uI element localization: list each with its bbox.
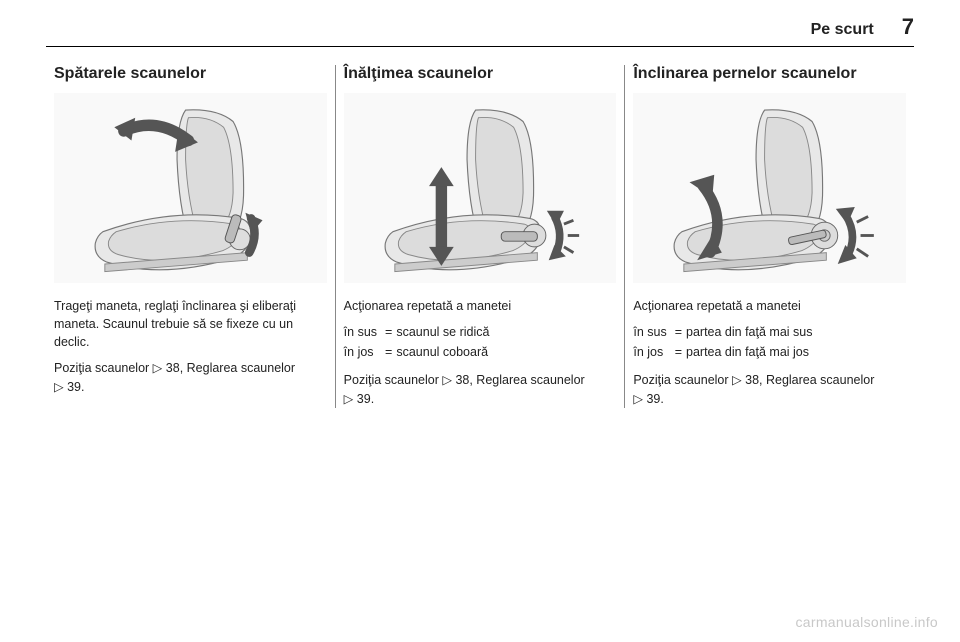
col2-paragraph: Acţionarea repetată a manetei xyxy=(344,297,617,315)
ref-page: 39 xyxy=(67,380,81,394)
ref-arrow-icon: ▷ xyxy=(633,391,643,406)
col1-reference: Poziţia scaunelor ▷ 38, Reglarea scaunel… xyxy=(54,359,327,395)
period: . xyxy=(660,392,663,406)
table-row: în sus = partea din faţă mai sus xyxy=(633,323,816,343)
seat-backrest-illustration xyxy=(54,93,327,283)
column-3: Înclinarea pernelor scaunelor xyxy=(624,65,914,408)
column-2: Înălţimea scaunelor xyxy=(335,65,625,408)
ref-text: Poziţia scaunelor xyxy=(54,361,153,375)
col2-illustration xyxy=(344,93,617,283)
ref-page: 39 xyxy=(357,392,371,406)
col3-paragraph: Acţionarea repetată a manetei xyxy=(633,297,906,315)
equals-sign: = xyxy=(381,343,396,363)
ref-text: Poziţia scaunelor xyxy=(633,373,732,387)
content-columns: Spătarele scaunelor xyxy=(0,47,960,408)
ref-page: 38 xyxy=(455,373,469,387)
seat-cushion-tilt-illustration xyxy=(633,93,906,283)
col1-illustration xyxy=(54,93,327,283)
table-value: scaunul coboară xyxy=(396,343,493,363)
ref-arrow-icon: ▷ xyxy=(732,372,742,387)
table-value: scaunul se ridică xyxy=(396,323,493,343)
ref-arrow-icon: ▷ xyxy=(54,379,64,394)
col1-title: Spătarele scaunelor xyxy=(54,65,327,83)
col3-illustration xyxy=(633,93,906,283)
period: . xyxy=(371,392,374,406)
table-key: în sus xyxy=(344,323,381,343)
equals-sign: = xyxy=(381,323,396,343)
ref-page: 38 xyxy=(166,361,180,375)
ref-page: 38 xyxy=(745,373,759,387)
col3-table: în sus = partea din faţă mai sus în jos … xyxy=(633,323,816,363)
ref-text: , Reglarea scaunelor xyxy=(759,373,874,387)
header-section: Pe scurt xyxy=(811,21,874,39)
watermark: carmanualsonline.info xyxy=(796,614,939,630)
ref-text: , Reglarea scaunelor xyxy=(469,373,584,387)
ref-page: 39 xyxy=(646,392,660,406)
col2-title: Înălţimea scaunelor xyxy=(344,65,617,83)
table-row: în jos = partea din faţă mai jos xyxy=(633,343,816,363)
table-value: partea din faţă mai jos xyxy=(686,343,816,363)
col1-paragraph: Trageţi maneta, reglaţi înclinarea şi el… xyxy=(54,297,327,351)
table-key: în sus xyxy=(633,323,670,343)
col2-reference: Poziţia scaunelor ▷ 38, Reglarea scaunel… xyxy=(344,371,617,407)
table-key: în jos xyxy=(633,343,670,363)
page-header: Pe scurt 7 xyxy=(0,0,960,40)
table-value: partea din faţă mai sus xyxy=(686,323,816,343)
table-row: în sus = scaunul se ridică xyxy=(344,323,494,343)
equals-sign: = xyxy=(671,323,686,343)
period: . xyxy=(81,380,84,394)
column-1: Spătarele scaunelor xyxy=(46,65,335,408)
ref-arrow-icon: ▷ xyxy=(344,391,354,406)
table-key: în jos xyxy=(344,343,381,363)
seat-height-illustration xyxy=(344,93,617,283)
col3-reference: Poziţia scaunelor ▷ 38, Reglarea scaunel… xyxy=(633,371,906,407)
ref-arrow-icon: ▷ xyxy=(442,372,452,387)
header-page-number: 7 xyxy=(902,14,914,40)
equals-sign: = xyxy=(671,343,686,363)
table-row: în jos = scaunul coboară xyxy=(344,343,494,363)
ref-text: Poziţia scaunelor xyxy=(344,373,443,387)
col2-table: în sus = scaunul se ridică în jos = scau… xyxy=(344,323,494,363)
ref-text: , Reglarea scaunelor xyxy=(180,361,295,375)
ref-arrow-icon: ▷ xyxy=(153,360,163,375)
col3-title: Înclinarea pernelor scaunelor xyxy=(633,65,906,83)
